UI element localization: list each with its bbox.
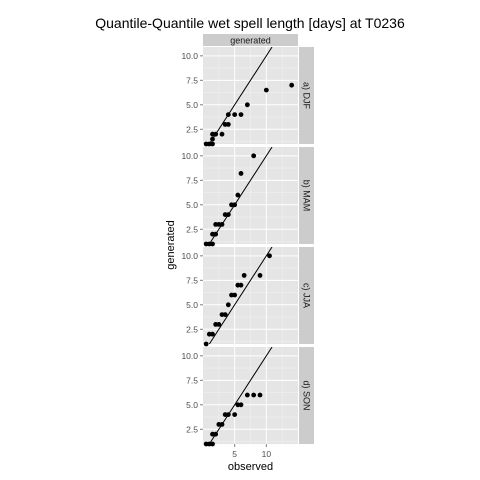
y-tick-label: 2.5 <box>186 324 198 334</box>
data-point <box>225 412 231 418</box>
data-point <box>203 341 209 347</box>
facet-panel: 2.5 5.0 7.5 10.0 d) SON <box>181 347 314 447</box>
y-axis-title: generated <box>165 220 177 270</box>
x-axis-title: observed <box>228 461 273 473</box>
reference-line <box>208 347 273 444</box>
data-point <box>241 273 247 278</box>
y-tick-label: 2.5 <box>186 224 198 234</box>
column-strip-label: generated <box>230 36 271 46</box>
reference-line <box>208 47 273 144</box>
y-tick-label: 5.0 <box>186 300 198 310</box>
y-tick-label: 10.0 <box>181 51 198 61</box>
data-point <box>219 422 225 427</box>
data-point <box>225 122 231 127</box>
data-point <box>216 322 222 327</box>
y-tick-label: 7.5 <box>186 75 198 85</box>
y-tick-label: 2.5 <box>186 124 198 134</box>
data-point <box>225 302 231 308</box>
data-point <box>219 222 225 227</box>
row-strip-label: c) JJA <box>302 283 312 308</box>
data-point <box>257 273 263 278</box>
row-strip-background <box>299 147 314 244</box>
data-point <box>225 212 231 218</box>
y-tick-label: 2.5 <box>186 424 198 434</box>
facet-panel: 2.5 5.0 7.5 10.0 a) DJF <box>181 47 314 147</box>
y-tick-label: 5.0 <box>186 200 198 210</box>
y-tick-label: 5.0 <box>186 100 198 110</box>
row-strip-label: b) MAM <box>302 180 312 212</box>
y-tick-label: 7.5 <box>186 375 198 385</box>
y-tick-label: 5.0 <box>186 400 198 410</box>
data-point <box>238 171 244 176</box>
data-point <box>232 202 238 208</box>
data-point <box>267 253 272 259</box>
reference-line <box>208 147 273 244</box>
facet-panel: 2.5 5.0 7.5 10.0 c) JJA <box>181 247 314 347</box>
row-strip-background <box>299 47 314 144</box>
x-tick-label: 10 <box>262 449 272 459</box>
data-point <box>238 402 244 408</box>
data-point <box>289 82 295 88</box>
data-point <box>244 392 250 398</box>
data-point <box>238 112 244 118</box>
data-point <box>251 392 257 398</box>
data-point <box>210 331 215 337</box>
x-axis: 5 10 <box>232 444 271 459</box>
chart-title: Quantile-Quantile wet spell length [days… <box>95 15 405 31</box>
row-strip-background <box>299 347 314 444</box>
row-strip-background <box>299 247 314 344</box>
y-tick-label: 7.5 <box>186 275 198 285</box>
y-tick-label: 10.0 <box>181 251 198 261</box>
data-point <box>238 282 244 288</box>
y-tick-label: 10.0 <box>181 151 198 161</box>
row-strip-label: d) SON <box>302 380 312 410</box>
data-point <box>213 131 219 137</box>
x-tick-label: 5 <box>232 449 237 459</box>
data-point <box>232 412 238 418</box>
data-point <box>219 131 225 137</box>
reference-line <box>208 247 273 344</box>
data-point <box>244 102 250 108</box>
column-strip-background <box>203 34 298 46</box>
data-point <box>257 392 263 398</box>
y-tick-label: 10.0 <box>181 351 198 361</box>
data-point <box>225 112 231 118</box>
data-point <box>210 136 215 142</box>
data-point <box>210 141 215 147</box>
y-tick-label: 7.5 <box>186 175 198 185</box>
data-point <box>251 153 257 159</box>
row-strip-label: a) DJF <box>302 82 312 110</box>
facet-panel: 2.5 5.0 7.5 10.0 b) MAM <box>181 147 314 247</box>
data-point <box>232 292 238 298</box>
data-point <box>232 112 238 118</box>
data-point <box>213 431 219 437</box>
data-point <box>210 241 215 247</box>
data-point <box>263 87 269 93</box>
data-point <box>210 441 215 447</box>
data-point <box>235 192 241 198</box>
data-point <box>213 231 219 237</box>
column-strip: generated <box>203 34 298 46</box>
data-point <box>222 312 228 318</box>
